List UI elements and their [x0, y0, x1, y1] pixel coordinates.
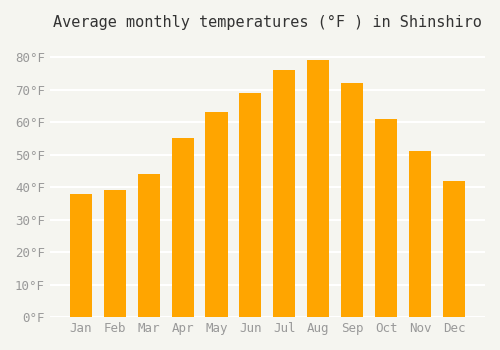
Bar [206, 215, 228, 317]
Bar [443, 249, 465, 317]
Bar [70, 256, 92, 317]
Bar [342, 200, 363, 317]
Bar [409, 152, 432, 317]
Bar [274, 194, 295, 317]
Bar [342, 83, 363, 317]
Bar [409, 234, 432, 317]
Bar [104, 254, 126, 317]
Bar [375, 218, 398, 317]
Bar [443, 181, 465, 317]
Bar [138, 246, 160, 317]
Bar [308, 61, 330, 317]
Bar [138, 174, 160, 317]
Bar [308, 189, 330, 317]
Bar [172, 228, 194, 317]
Bar [104, 190, 126, 317]
Bar [206, 112, 228, 317]
Bar [240, 205, 262, 317]
Bar [70, 194, 92, 317]
Bar [240, 93, 262, 317]
Title: Average monthly temperatures (°F ) in Shinshiro: Average monthly temperatures (°F ) in Sh… [53, 15, 482, 30]
Bar [274, 70, 295, 317]
Bar [172, 138, 194, 317]
Bar [375, 119, 398, 317]
